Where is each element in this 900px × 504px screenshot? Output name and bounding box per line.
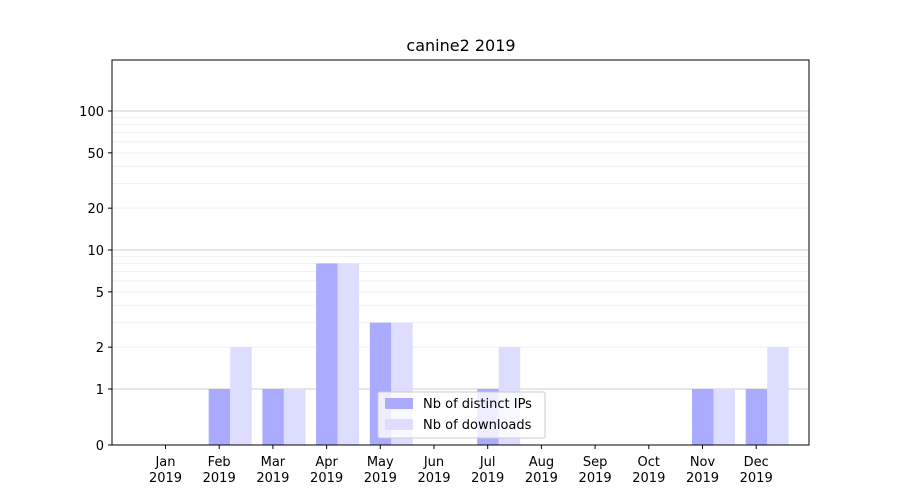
x-tick-label-month: May	[367, 455, 394, 470]
bar-downloads	[337, 263, 360, 445]
bar-downloads	[283, 389, 306, 445]
x-tick-label-month: Feb	[208, 455, 231, 470]
x-tick-label-month: Jan	[154, 455, 175, 470]
legend-swatch-distinct-ips	[385, 398, 413, 409]
x-tick-label-month: Nov	[690, 455, 716, 470]
bar-distinct-ips	[262, 389, 284, 445]
plot-frame	[111, 59, 810, 446]
x-tick-label-month: Mar	[261, 455, 286, 470]
x-tick-label-month: Sep	[583, 455, 608, 470]
x-tick-label-year: 2019	[364, 471, 397, 486]
x-tick-label-year: 2019	[740, 471, 773, 486]
bar-distinct-ips	[692, 389, 714, 445]
x-axis: Jan2019Feb2019Mar2019Apr2019May2019Jun20…	[149, 445, 773, 486]
legend-label-distinct-ips: Nb of distinct IPs	[423, 397, 532, 412]
x-tick-label-month: Jun	[423, 455, 444, 470]
legend-swatch-downloads	[385, 419, 413, 430]
x-tick-label-year: 2019	[256, 471, 289, 486]
x-tick-label-year: 2019	[417, 471, 450, 486]
x-tick-label-year: 2019	[525, 471, 558, 486]
bar-downloads	[713, 389, 735, 445]
x-tick-label-month: Oct	[638, 455, 660, 470]
x-tick-label-month: Apr	[315, 455, 338, 470]
y-tick-label: 1	[96, 383, 104, 398]
legend-box	[377, 391, 546, 439]
y-tick-label: 5	[96, 286, 104, 301]
y-tick-label: 20	[87, 202, 104, 217]
bar-downloads	[767, 347, 789, 445]
x-tick-label-month: Jul	[479, 455, 496, 470]
x-tick-label-month: Dec	[744, 455, 769, 470]
y-tick-label: 2	[96, 341, 104, 356]
x-tick-label-year: 2019	[579, 471, 612, 486]
bar-distinct-ips	[745, 389, 768, 445]
grid-lines	[112, 110, 809, 390]
x-tick-label-year: 2019	[686, 471, 719, 486]
legend-label-downloads: Nb of downloads	[423, 418, 532, 433]
x-tick-label-year: 2019	[149, 471, 182, 486]
x-tick-label-year: 2019	[310, 471, 343, 486]
bar-distinct-ips	[316, 263, 338, 445]
y-tick-label: 10	[87, 244, 104, 259]
x-tick-label-year: 2019	[471, 471, 504, 486]
bar-distinct-ips	[208, 389, 231, 445]
chart-title: canine2 2019	[406, 36, 515, 55]
legend: Nb of distinct IPs Nb of downloads	[377, 391, 546, 439]
y-axis: 0 1 2 5 10 20 50 100	[79, 105, 112, 454]
y-tick-label: 50	[87, 147, 104, 162]
x-tick-label-year: 2019	[203, 471, 236, 486]
x-tick-label-month: Aug	[529, 455, 554, 470]
y-tick-label: 100	[79, 105, 104, 120]
bar-downloads	[230, 347, 252, 445]
y-tick-label: 0	[96, 439, 104, 454]
x-tick-label-year: 2019	[632, 471, 665, 486]
